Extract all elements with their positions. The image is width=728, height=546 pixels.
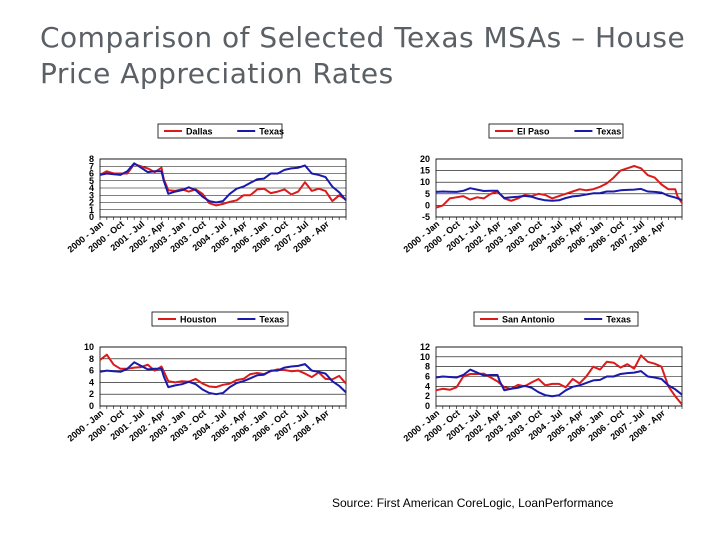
series-line-el-paso (435, 165, 683, 209)
legend-label: Texas (259, 127, 284, 137)
y-tick-label: 0 (425, 401, 430, 411)
y-tick-label: -5 (422, 212, 430, 222)
y-tick-label: 3 (89, 190, 94, 200)
series-line-texas (99, 361, 347, 396)
y-tick-label: 6 (425, 372, 430, 382)
slide-title: Comparison of Selected Texas MSAs – Hous… (40, 21, 686, 90)
series-line-texas (435, 187, 683, 202)
series-line-san-antonio (435, 354, 683, 406)
legend-label: Texas (606, 315, 631, 325)
y-tick-label: 8 (89, 154, 94, 164)
y-tick-label: 2 (89, 389, 94, 399)
y-tick-label: 2 (425, 391, 430, 401)
legend-box (157, 123, 283, 139)
y-tick-label: 10 (420, 177, 430, 187)
series-line-houston (99, 353, 347, 389)
y-tick-label: 0 (89, 212, 94, 222)
y-tick-label: 6 (89, 366, 94, 376)
legend-box (151, 311, 289, 327)
legend-box (488, 123, 624, 139)
y-tick-label: 12 (420, 342, 430, 352)
legend-box (473, 311, 639, 327)
legend-label: Dallas (186, 127, 213, 137)
legend-label: San Antonio (502, 315, 555, 325)
y-tick-label: 4 (89, 377, 94, 387)
y-tick-label: 15 (420, 166, 430, 176)
legend-label: Texas (596, 127, 621, 137)
y-tick-label: 10 (84, 342, 94, 352)
y-tick-label: 0 (425, 200, 430, 210)
y-tick-label: 8 (425, 362, 430, 372)
y-tick-label: 20 (420, 154, 430, 164)
series-line-dallas (99, 163, 347, 207)
y-tick-label: 1 (89, 205, 94, 215)
y-tick-label: 8 (89, 354, 94, 364)
y-tick-label: 4 (89, 183, 94, 193)
y-tick-label: 10 (420, 352, 430, 362)
y-tick-label: 7 (89, 161, 94, 171)
legend-label: Texas (259, 315, 284, 325)
legend-label: Houston (180, 315, 217, 325)
legend-label: El Paso (517, 127, 550, 137)
source-note: Source: First American CoreLogic, LoanPe… (332, 496, 614, 510)
y-tick-label: 5 (425, 189, 430, 199)
y-tick-label: 4 (425, 381, 430, 391)
y-tick-label: 0 (89, 401, 94, 411)
y-tick-label: 6 (89, 169, 94, 179)
y-tick-label: 5 (89, 176, 94, 186)
series-line-texas (435, 368, 683, 398)
series-line-texas (99, 162, 347, 204)
y-tick-label: 2 (89, 198, 94, 208)
